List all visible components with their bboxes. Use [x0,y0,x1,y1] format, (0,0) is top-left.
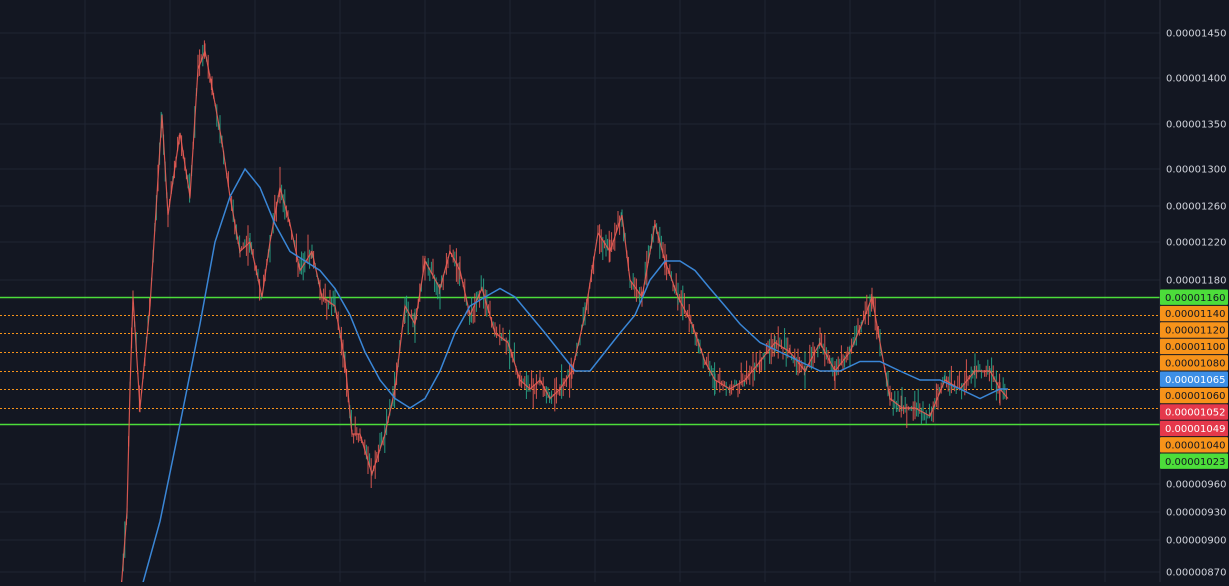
y-tick-label: 0.00000960 [1166,480,1226,491]
level-badge-box [1160,305,1228,322]
price-series-line [120,48,1009,586]
level-badge-label: 0.00001023 [1165,457,1225,468]
level-badge-label: 0.00001120 [1165,326,1225,337]
y-tick-label: 0.00000900 [1166,536,1226,547]
y-tick-label: 0.00001220 [1166,238,1226,249]
grid-layer [0,0,1160,582]
level-badge-label: 0.00001060 [1165,391,1225,402]
level-badge-label: 0.00001100 [1165,342,1225,353]
level-badge-box [1160,387,1228,404]
y-tick-label: 0.00001180 [1166,276,1226,287]
marker-badge-box [1160,404,1228,420]
levels-layer [0,296,1160,426]
y-tick-label: 0.00000870 [1166,568,1226,579]
y-tick-label: 0.00001350 [1166,120,1226,131]
moving-average-line [141,167,1008,586]
marker-badge-label: 0.00001065 [1165,375,1225,386]
level-badge-box [1160,338,1228,355]
y-tick-label: 0.00001400 [1166,74,1226,85]
level-badge-label: 0.00001140 [1165,309,1225,320]
level-badge-box [1160,453,1228,469]
y-tick-label: 0.00001450 [1166,29,1226,40]
marker-badge-box [1160,371,1228,387]
moving-average-layer [141,167,1008,586]
marker-badge-label: 0.00001052 [1165,408,1225,419]
y-tick-label: 0.00001300 [1166,165,1226,176]
level-badge-box [1160,355,1228,371]
level-badge-box [1160,289,1228,305]
candles-layer [94,40,1009,586]
y-tick-label: 0.00001260 [1166,202,1226,213]
level-badge-label: 0.00001160 [1165,293,1225,304]
level-badge-label: 0.00001040 [1165,440,1225,451]
marker-badge-box [1160,420,1228,437]
y-tick-label: 0.00000930 [1166,508,1226,519]
level-badge-box [1160,437,1228,453]
marker-badge-label: 0.00001049 [1165,424,1225,435]
level-badge-box [1160,322,1228,338]
price-axis: 0.00000870 0.00000900 0.00000930 0.00000960… [1159,0,1228,582]
level-badge-label: 0.00001080 [1165,358,1225,369]
